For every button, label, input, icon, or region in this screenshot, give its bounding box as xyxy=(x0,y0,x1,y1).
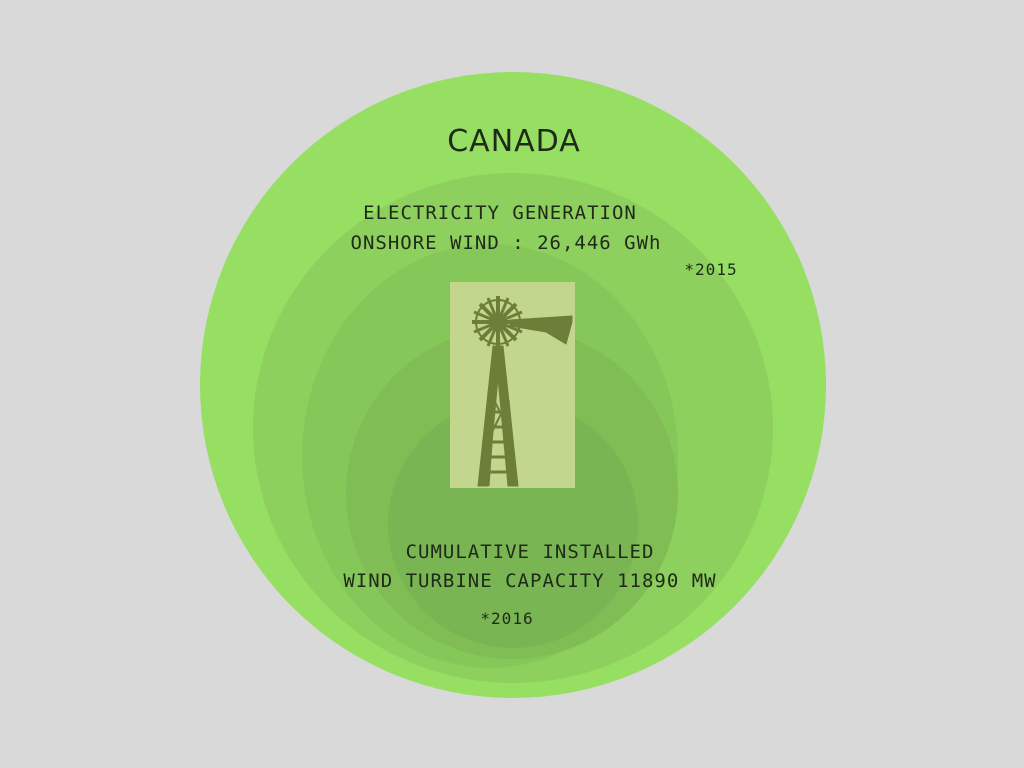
capacity-year-note: *2016 xyxy=(480,609,534,628)
country-title: CANADA xyxy=(447,124,581,159)
generation-year-note: *2015 xyxy=(684,260,738,279)
capacity-label: CUMULATIVE INSTALLED xyxy=(405,541,655,563)
generation-label: ELECTRICITY GENERATION xyxy=(363,202,637,224)
capacity-value: WIND TURBINE CAPACITY 11890 MW xyxy=(343,570,717,592)
generation-value: ONSHORE WIND : 26,446 GWh xyxy=(350,232,662,254)
windmill-panel xyxy=(450,282,575,488)
windmill-icon xyxy=(450,282,575,488)
